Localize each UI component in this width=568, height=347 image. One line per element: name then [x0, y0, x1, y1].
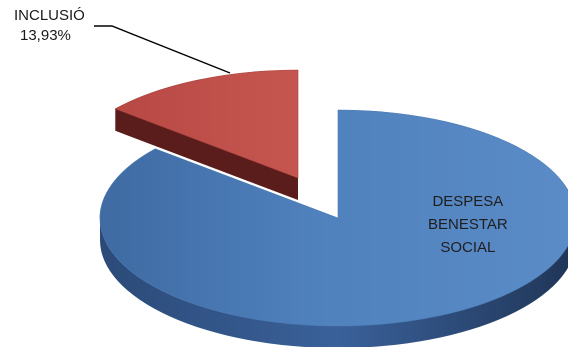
- leader-line-inclusio: [94, 25, 231, 74]
- pie-slice-despesa: [99, 109, 568, 327]
- pie-slice-inclusio-wall: [115, 108, 298, 200]
- pie-slice-inclusio: [114, 69, 299, 179]
- slice-label-despesa-line-1: DESPESA: [432, 193, 504, 210]
- slice-label-inclusio-value: 13,93%: [20, 27, 71, 44]
- slice-label-inclusio: INCLUSIÓ 13,93%: [14, 6, 85, 46]
- slice-label-despesa-line-3: SOCIAL: [440, 239, 496, 256]
- slice-label-despesa-line-2: BENESTAR: [428, 216, 508, 233]
- slice-label-inclusio-name: INCLUSIÓ: [14, 7, 85, 24]
- pie-slice-despesa-side: [100, 218, 568, 347]
- slice-label-despesa: DESPESA BENESTAR SOCIAL: [428, 190, 508, 259]
